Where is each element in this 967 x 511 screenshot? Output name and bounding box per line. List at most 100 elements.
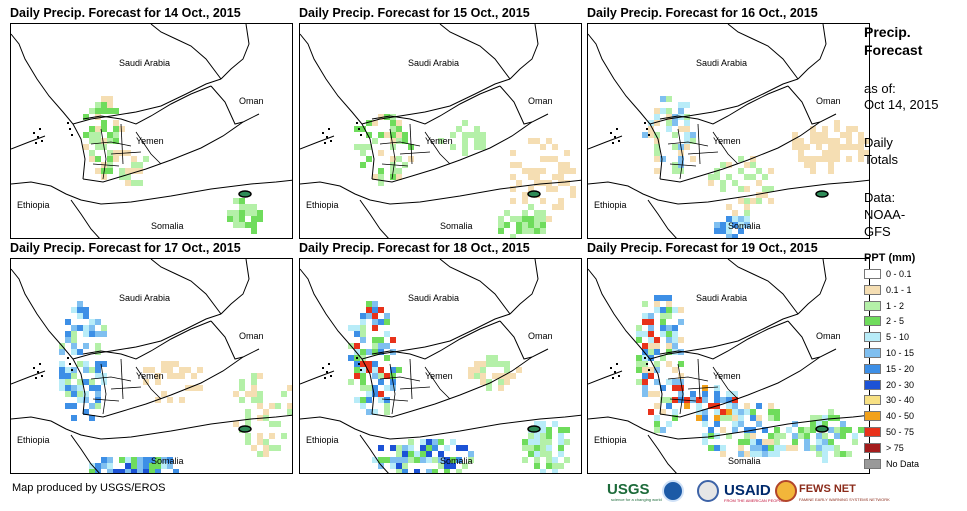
precip-cell <box>354 126 360 132</box>
boundary-line <box>727 24 799 80</box>
precip-cell <box>59 385 65 391</box>
precip-cell <box>360 403 366 409</box>
precip-cell <box>480 144 486 150</box>
boundary-line <box>210 320 244 360</box>
precip-cell <box>378 307 384 313</box>
precip-cell <box>251 216 257 222</box>
boundary-line <box>150 24 222 80</box>
precip-cell <box>468 367 474 373</box>
precip-cell <box>648 126 654 132</box>
precip-cell <box>396 174 402 180</box>
boundary-line <box>499 85 533 125</box>
precip-cell <box>245 391 251 397</box>
precip-cell <box>546 216 552 222</box>
precip-cell <box>468 132 474 138</box>
precip-cell <box>360 397 366 403</box>
precip-cell <box>558 445 564 451</box>
precip-cell <box>89 415 95 421</box>
precip-cell <box>648 343 654 349</box>
precip-cell <box>750 156 756 162</box>
precip-cell <box>822 451 828 457</box>
precip-pixels <box>348 301 570 473</box>
precip-cell <box>89 463 95 469</box>
precip-cell <box>534 457 540 463</box>
precip-cell <box>143 469 149 473</box>
boundary-line <box>210 85 244 125</box>
precip-cell <box>720 162 726 168</box>
precip-cell <box>744 451 750 457</box>
precip-cell <box>251 385 257 391</box>
precip-cell <box>672 331 678 337</box>
precip-cell <box>552 204 558 210</box>
precip-cell <box>131 180 137 186</box>
precip-cell <box>59 367 65 373</box>
data-label: Data: <box>864 190 896 205</box>
precip-cell <box>239 397 245 403</box>
precip-cell <box>71 307 77 313</box>
precip-cell <box>107 132 113 138</box>
precip-cell <box>678 319 684 325</box>
precip-cell <box>564 427 570 433</box>
island <box>41 375 43 377</box>
precip-cell <box>510 234 516 238</box>
map-label-ethiopia: Ethiopia <box>594 435 627 445</box>
precip-cell <box>474 138 480 144</box>
precip-cell <box>660 96 666 102</box>
map-label-oman: Oman <box>239 331 264 341</box>
governorate-line <box>677 128 684 180</box>
boundary-line <box>371 113 549 183</box>
governorate-line <box>100 363 107 415</box>
precip-cell <box>810 427 816 433</box>
island <box>328 128 330 130</box>
precip-cell <box>738 451 744 457</box>
precip-cell <box>762 439 768 445</box>
precip-cell <box>690 156 696 162</box>
legend-label: > 75 <box>886 442 904 453</box>
precip-cell <box>498 361 504 367</box>
precip-cell <box>810 421 816 427</box>
boundary-line <box>647 434 677 473</box>
legend-label: 30 - 40 <box>886 395 915 406</box>
precip-cell <box>720 427 726 433</box>
island <box>648 134 650 136</box>
boundary-line <box>371 348 549 418</box>
precip-cell <box>95 126 101 132</box>
precip-cell <box>77 301 83 307</box>
precip-cell <box>654 415 660 421</box>
precip-cell <box>846 132 852 138</box>
precip-cell <box>372 325 378 331</box>
precip-cell <box>396 457 402 463</box>
precip-cell <box>642 319 648 325</box>
precip-cell <box>263 409 269 415</box>
precip-cell <box>684 144 690 150</box>
precip-cell <box>558 427 564 433</box>
precip-cell <box>738 228 744 234</box>
precip-cell <box>810 132 816 138</box>
precip-cell <box>648 373 654 379</box>
precip-cell <box>77 391 83 397</box>
precip-cell <box>107 463 113 469</box>
precip-cell <box>71 331 77 337</box>
governorate-line <box>424 366 451 400</box>
precip-cell <box>654 343 660 349</box>
precip-cell <box>119 168 125 174</box>
precip-cell <box>372 391 378 397</box>
island <box>618 375 620 377</box>
precip-cell <box>275 445 281 451</box>
precip-cell <box>167 373 173 379</box>
precip-cell <box>402 451 408 457</box>
precip-cell <box>564 180 570 186</box>
precip-cell <box>438 457 444 463</box>
precip-cell <box>534 168 540 174</box>
precip-cell <box>89 367 95 373</box>
precip-cell <box>107 138 113 144</box>
boundary-line <box>300 268 375 415</box>
precip-cell <box>756 415 762 421</box>
precip-cell <box>846 427 852 433</box>
precip-cell <box>654 150 660 156</box>
precip-cell <box>372 319 378 325</box>
precip-cell <box>798 433 804 439</box>
map-label-saudi-arabia: Saudi Arabia <box>119 58 170 68</box>
precip-cell <box>269 403 275 409</box>
precip-cell <box>654 367 660 373</box>
